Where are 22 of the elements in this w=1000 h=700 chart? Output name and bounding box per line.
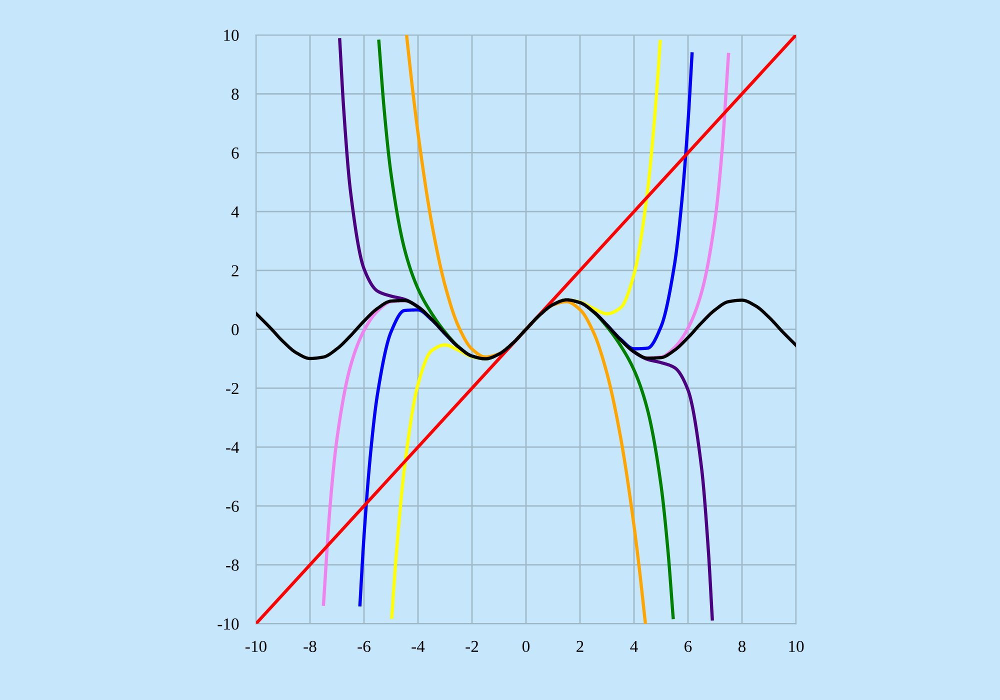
x-tick-label: -4 [412,640,425,652]
y-tick-label: 8 [232,88,239,100]
x-tick-label: 10 [789,640,804,652]
x-tick-label: 0 [522,640,530,652]
y-tick-label: 4 [231,206,240,218]
y-tick-label: -4 [226,442,240,453]
y-tick-label: -10 [218,618,239,630]
x-tick-label: 2 [576,640,584,652]
y-tick-label: -8 [226,560,239,571]
y-tick-label: -2 [226,382,238,394]
x-tick-label: -2 [466,640,478,652]
y-tick-label: 10 [224,30,239,41]
y-tick-label: 6 [232,147,239,159]
x-tick-label: 6 [684,640,692,652]
y-tick-label: 0 [232,324,239,336]
y-tick-label: -6 [226,500,239,512]
x-tick-label: -8 [304,640,316,652]
x-tick-label: -6 [358,640,370,652]
x-tick-label: -10 [246,640,266,652]
x-tick-label: 8 [738,640,746,652]
x-tick-label: 4 [630,640,638,652]
y-tick-label: 2 [232,265,238,276]
